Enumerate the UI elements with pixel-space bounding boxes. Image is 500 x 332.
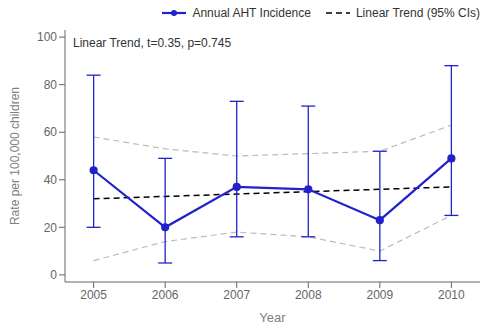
svg-text:60: 60 xyxy=(44,125,58,139)
svg-text:0: 0 xyxy=(50,268,57,282)
svg-text:Rate per 100,000 children: Rate per 100,000 children xyxy=(8,87,22,225)
svg-text:80: 80 xyxy=(44,78,58,92)
html-text:Linear Trend, t=0.35, p=0.745: Linear Trend, t=0.35, p=0.745 xyxy=(73,36,232,50)
svg-text:2009: 2009 xyxy=(366,288,393,302)
svg-text:40: 40 xyxy=(44,173,58,187)
svg-text:Year: Year xyxy=(259,310,286,325)
svg-text:20: 20 xyxy=(44,221,58,235)
svg-text:2008: 2008 xyxy=(295,288,322,302)
svg-text:2007: 2007 xyxy=(223,288,250,302)
svg-text:2005: 2005 xyxy=(80,288,107,302)
svg-text:2006: 2006 xyxy=(152,288,179,302)
html-text:Annual AHT Incidence: Annual AHT Incidence xyxy=(192,6,311,20)
svg-text:2010: 2010 xyxy=(438,288,465,302)
html-text:Linear Trend (95% CIs): Linear Trend (95% CIs) xyxy=(355,6,480,20)
svg-text:100: 100 xyxy=(37,30,57,44)
